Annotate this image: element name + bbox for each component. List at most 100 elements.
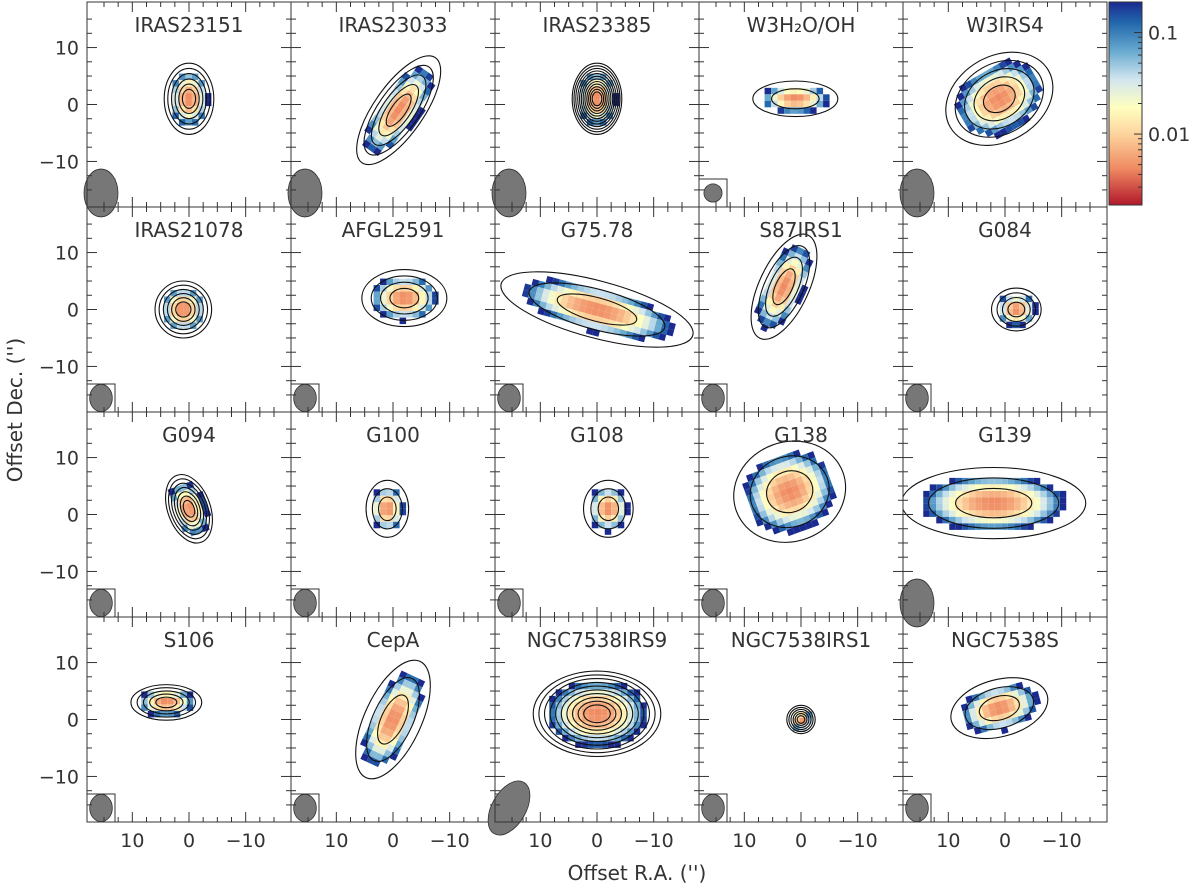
panel-ticks — [495, 2, 699, 207]
panel-ticks — [291, 207, 495, 412]
emission-pixels — [742, 449, 838, 537]
panel-ticks — [495, 207, 699, 412]
contour-lines — [355, 659, 431, 780]
panel: G138 — [698, 411, 904, 618]
y-tick-label: 10 — [55, 448, 79, 470]
panel-ticks — [87, 2, 291, 207]
panel-title: W3IRS4 — [966, 13, 1044, 37]
x-axis-label: Offset R.A. ('') — [568, 861, 707, 885]
panel: AFGL2591 — [290, 206, 496, 413]
contour-lines — [365, 479, 410, 538]
panel-ticks — [699, 207, 903, 412]
panel: CepA — [290, 616, 496, 823]
emission-pixels — [373, 278, 439, 325]
beam-ellipse — [905, 793, 929, 823]
beam-ellipse — [899, 578, 935, 628]
beam-box — [699, 178, 728, 207]
panel-ticks — [903, 617, 1107, 822]
beam-box — [291, 383, 320, 412]
emission-pixels — [764, 87, 830, 114]
panel-grid: IRAS23151 10 0 −10 IRAS23033 IRAS23385 W3H₂O/O… — [39, 1, 1108, 852]
contour-lines — [786, 704, 816, 735]
beam-ellipse — [89, 793, 113, 823]
panel: W3IRS4 — [899, 1, 1108, 218]
panel-title: G108 — [570, 423, 624, 447]
emission-pixels — [960, 681, 1042, 735]
beam-box — [291, 588, 320, 617]
panel-ticks — [87, 617, 291, 822]
beam-ellipse — [701, 383, 725, 413]
beam-ellipse — [497, 588, 521, 618]
beam-ellipse — [89, 383, 113, 413]
beam-box — [495, 588, 524, 617]
emission-pixels — [591, 489, 631, 535]
y-tick-label: 10 — [55, 243, 79, 265]
panel: G094 — [86, 411, 292, 618]
panel: G108 — [494, 411, 700, 618]
panel-title: S87IRS1 — [759, 218, 842, 242]
beam-ellipse — [293, 793, 317, 823]
beam-ellipse — [491, 168, 527, 218]
colorbar: 0.1 0.01 — [1108, 1, 1190, 206]
contour-lines — [903, 466, 1087, 540]
beam-box — [699, 383, 728, 412]
y-tick-label: 0 — [67, 95, 79, 117]
y-tick-label: −10 — [39, 151, 79, 173]
x-tick-label: −10 — [1042, 830, 1082, 852]
colorbar-ticks: 0.1 0.01 — [1134, 1, 1190, 206]
contour-lines — [733, 440, 847, 543]
x-tick-label: 10 — [732, 830, 756, 852]
panel-ticks — [291, 617, 495, 822]
beam-box — [699, 793, 728, 822]
panel-title: IRAS23385 — [543, 13, 652, 37]
emission-pixels — [359, 670, 426, 768]
contour-lines — [990, 287, 1042, 332]
beam-ellipse — [701, 793, 725, 823]
x-tick-label: 10 — [120, 830, 144, 852]
panel: W3H₂O/OH — [698, 1, 904, 208]
emission-pixels — [953, 57, 1044, 140]
beam-box — [903, 383, 932, 412]
panel-title: G138 — [774, 423, 828, 447]
panel-title: IRAS23151 — [135, 13, 244, 37]
panel: IRAS23151 — [83, 1, 292, 218]
emission-pixels — [753, 244, 814, 333]
emission-pixels — [163, 289, 203, 329]
beam-box — [291, 793, 320, 822]
panel-title: NGC7538S — [951, 628, 1059, 652]
panel-ticks — [699, 412, 903, 617]
y-axis-label: Offset Dec. ('') — [3, 338, 27, 482]
x-tick-label: 0 — [183, 830, 195, 852]
x-tick-label: −10 — [430, 830, 470, 852]
colorbar-tick-label: 0.01 — [1148, 124, 1190, 146]
contour-lines — [532, 670, 662, 758]
panel: G100 — [290, 411, 496, 618]
panel-ticks — [291, 2, 495, 207]
contour-lines — [361, 269, 448, 328]
panel-title: IRAS21078 — [135, 218, 244, 242]
x-tick-label: 10 — [936, 830, 960, 852]
contour-lines — [500, 271, 694, 348]
panel-title: W3H₂O/OH — [747, 13, 856, 37]
panel: S87IRS1 — [698, 206, 904, 413]
y-tick-label: 0 — [67, 300, 79, 322]
x-tick-label: 0 — [999, 830, 1011, 852]
beam-ellipse — [905, 383, 929, 413]
panel-ticks — [87, 412, 291, 617]
y-tick-label: 0 — [67, 505, 79, 527]
panel: G139 — [899, 411, 1108, 628]
x-tick-label: −10 — [838, 830, 878, 852]
panel-ticks — [87, 207, 291, 412]
contour-lines — [750, 233, 818, 340]
beam-ellipse — [701, 588, 725, 618]
y-tick-label: 0 — [67, 710, 79, 732]
beam-ellipse — [703, 183, 723, 203]
contour-lines — [356, 55, 442, 166]
panel-ticks — [495, 412, 699, 617]
panel-title: AFGL2591 — [342, 218, 445, 242]
contour-lines — [571, 62, 623, 135]
panel-ticks — [903, 207, 1107, 412]
x-tick-label: −10 — [226, 830, 266, 852]
panel-title: G100 — [366, 423, 420, 447]
